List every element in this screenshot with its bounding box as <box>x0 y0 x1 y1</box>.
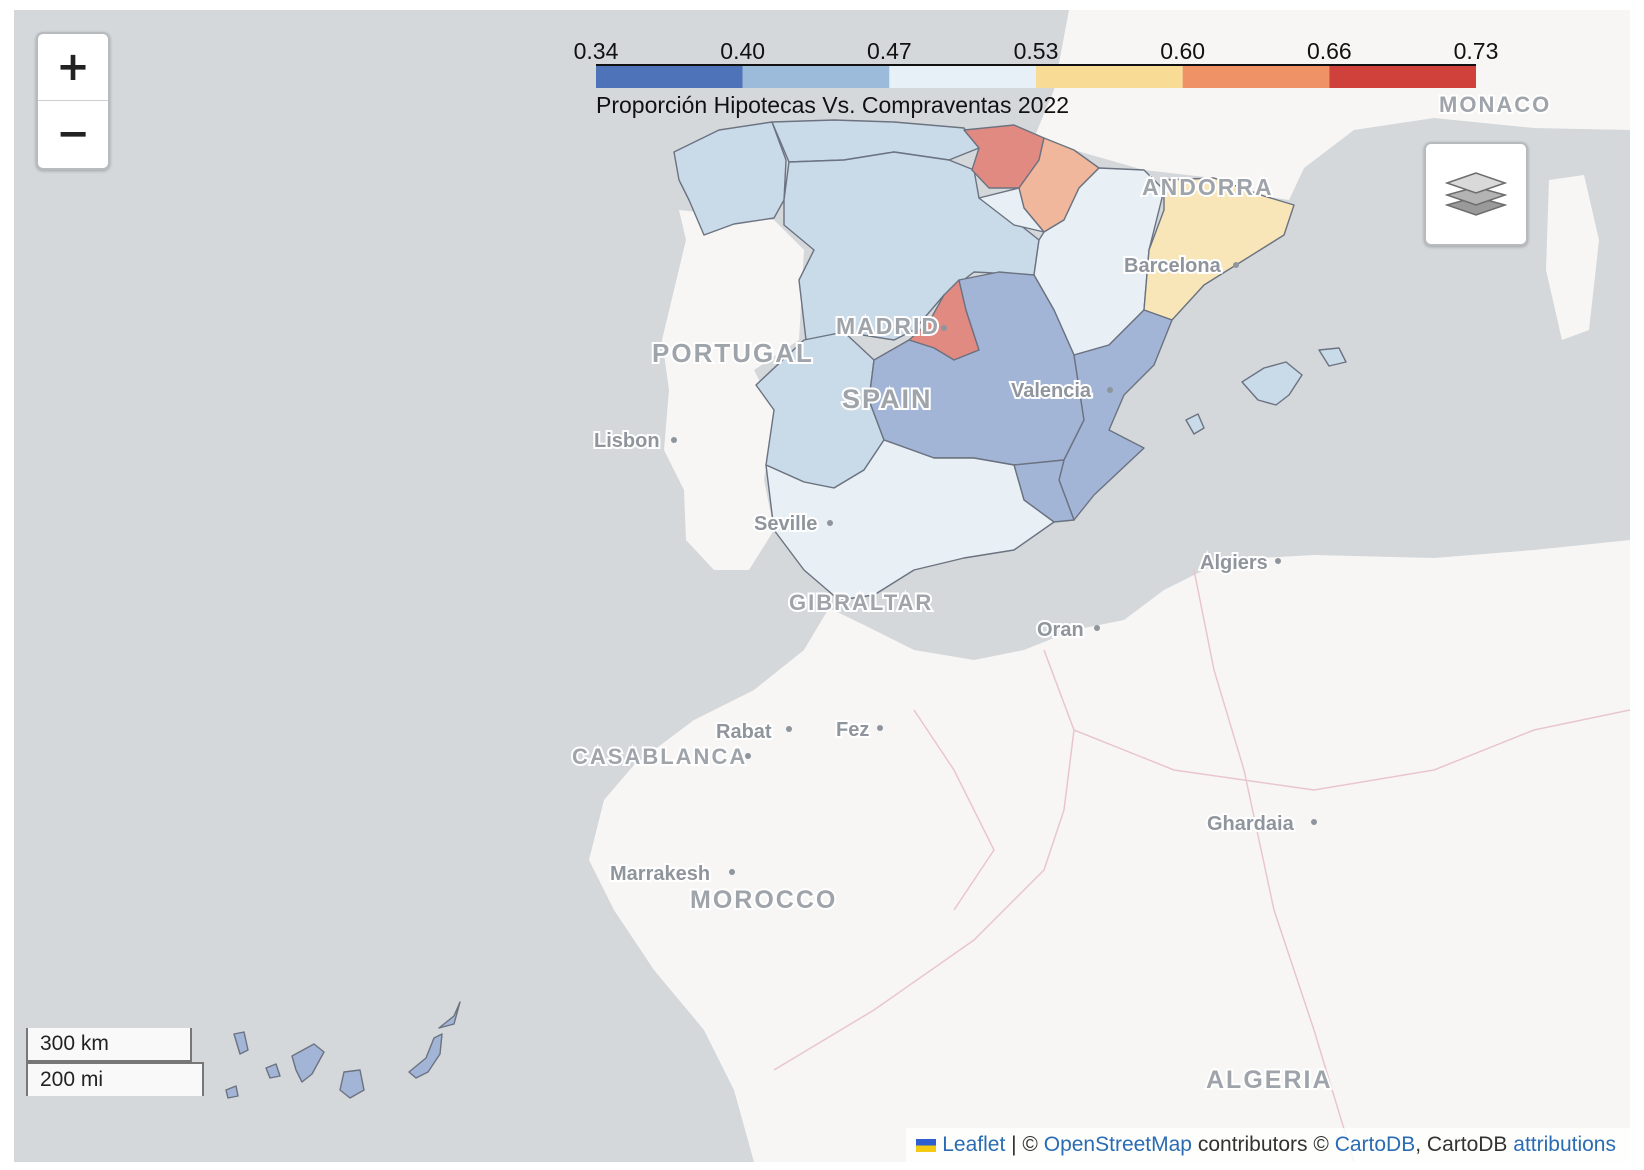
leaflet-link[interactable]: Leaflet <box>942 1133 1006 1156</box>
legend-color-segment <box>889 66 1036 88</box>
label-algiers: Algiers <box>1200 552 1268 574</box>
region-valencia[interactable] <box>1058 309 1173 521</box>
label-seville: Seville <box>754 513 817 535</box>
legend-tick-label: 0.34 <box>573 38 619 64</box>
marker-fez <box>877 725 883 731</box>
layers-icon <box>1445 172 1507 216</box>
marker-casablanca <box>745 753 751 759</box>
region-la-rioja[interactable] <box>978 187 1045 233</box>
marker-algiers <box>1275 558 1281 564</box>
label-casablanca: CASABLANCA <box>572 744 747 769</box>
legend-color-segment <box>742 66 890 88</box>
legend-tick-label: 0.47 <box>866 38 912 64</box>
attribution-bar: Leaflet | © OpenStreetMap contributors ©… <box>906 1128 1630 1162</box>
label-oran: Oran <box>1037 619 1084 641</box>
label-monaco: MONACO <box>1439 92 1551 117</box>
scale-km: 300 km <box>26 1028 192 1062</box>
legend-tick-label: 0.40 <box>720 38 766 64</box>
attributions-link[interactable]: attributions <box>1513 1133 1616 1156</box>
marker-madrid <box>941 325 947 331</box>
label-gibraltar: GIBRALTAR <box>789 590 933 615</box>
land-portugal <box>662 210 804 570</box>
marker-seville <box>827 520 833 526</box>
map-container[interactable]: MONACO ANDORRA Barcelona MADRID PORTUGAL… <box>14 10 1630 1162</box>
ukraine-flag-icon <box>916 1139 937 1152</box>
attribution-contributors: contributors © <box>1192 1133 1335 1156</box>
attribution-sep: | © <box>1005 1133 1044 1156</box>
basemap[interactable]: MONACO ANDORRA Barcelona MADRID PORTUGAL… <box>14 10 1630 1162</box>
region-andalucia[interactable] <box>765 439 1055 601</box>
label-lisbon: Lisbon <box>594 430 660 452</box>
marker-lisbon <box>671 437 677 443</box>
label-morocco: MOROCCO <box>690 886 837 914</box>
land-france <box>1034 10 1630 200</box>
attribution-cartodb-text: , CartoDB <box>1415 1133 1514 1156</box>
legend-tick-label: 0.66 <box>1306 38 1352 64</box>
marker-ghardaia <box>1311 819 1317 825</box>
marker-marrakesh <box>729 869 735 875</box>
openstreetmap-link[interactable]: OpenStreetMap <box>1043 1133 1192 1156</box>
color-legend: 0.34 0.40 0.47 0.53 0.60 0.66 0.73 Proporción … <box>574 34 1514 134</box>
legend-tick-label: 0.60 <box>1160 38 1206 64</box>
label-portugal: PORTUGAL <box>652 338 814 368</box>
legend-color-bar <box>596 64 1476 88</box>
legend-color-segment <box>1036 66 1183 88</box>
legend-tick-label: 0.53 <box>1013 38 1059 64</box>
region-baleares[interactable] <box>1185 347 1347 435</box>
zoom-in-button[interactable]: + <box>38 34 108 101</box>
legend-color-segment <box>1182 66 1330 88</box>
label-marrakesh: Marrakesh <box>610 863 710 885</box>
marker-valencia <box>1107 387 1113 393</box>
legend-color-segment <box>596 66 743 88</box>
label-spain: SPAIN <box>842 384 933 414</box>
label-rabat: Rabat <box>716 721 772 743</box>
zoom-out-button[interactable]: − <box>56 111 90 157</box>
legend-color-segment <box>1329 66 1476 88</box>
label-barcelona: Barcelona <box>1124 255 1222 277</box>
region-galicia[interactable] <box>673 121 787 236</box>
label-ghardaia: Ghardaia <box>1207 813 1295 835</box>
label-fez: Fez <box>836 719 869 741</box>
africa-borders <box>773 569 1630 1162</box>
scale-mi: 200 mi <box>26 1062 204 1096</box>
region-cataluna[interactable] <box>1143 177 1295 321</box>
legend-tick-label: 0.73 <box>1453 38 1499 64</box>
cartodb-link[interactable]: CartoDB <box>1334 1133 1416 1156</box>
land-north-africa <box>589 540 1630 1162</box>
land-sardinia <box>1546 175 1599 340</box>
label-andorra: ANDORRA <box>1142 174 1274 200</box>
marker-rabat <box>786 726 792 732</box>
layers-button[interactable] <box>1424 142 1528 246</box>
marker-barcelona <box>1233 262 1239 268</box>
region-canarias[interactable] <box>225 1001 461 1099</box>
label-madrid: MADRID <box>836 313 940 339</box>
zoom-control: + − <box>36 32 110 170</box>
marker-oran <box>1094 625 1100 631</box>
legend-caption: Proporción Hipotecas Vs. Compraventas 20… <box>596 92 1070 118</box>
label-valencia: Valencia <box>1011 380 1092 402</box>
label-algeria: ALGERIA <box>1206 1066 1333 1094</box>
